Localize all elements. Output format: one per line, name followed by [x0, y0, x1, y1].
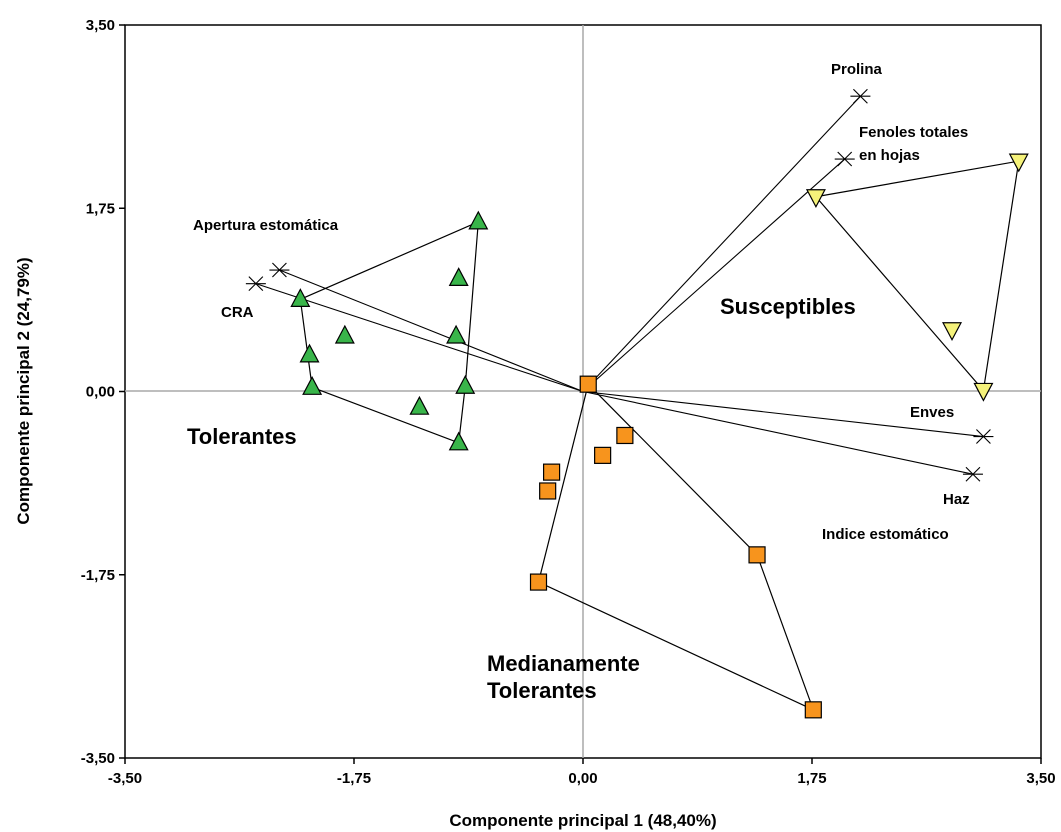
vector-endpoint-marker: [248, 276, 264, 292]
observation-points: [290, 153, 1029, 719]
vector-line: [582, 158, 846, 392]
hull-tolerantes: [299, 220, 479, 444]
vector-endpoint-marker: [853, 88, 868, 104]
point-square: [542, 463, 561, 481]
vector-endpoint-marker: [837, 151, 853, 167]
point-triangle-up: [290, 288, 311, 307]
var-label-cra: CRA: [221, 304, 254, 321]
group-label-medianamente-1: Medianamente: [487, 651, 640, 676]
group-label-medianamente-2: Tolerantes: [487, 678, 597, 703]
var-label-fenoles-2: en hojas: [859, 147, 920, 164]
y-tick-label: 0,00: [86, 384, 115, 401]
var-label-fenoles-1: Fenoles totales: [859, 124, 968, 141]
point-triangle-down: [973, 382, 994, 402]
var-label-enves: Enves: [910, 404, 954, 421]
x-tick-label: 1,75: [797, 770, 826, 787]
x-axis-title: Componente principal 1 (48,40%): [449, 811, 716, 830]
var-label-haz: Haz: [943, 491, 970, 508]
group-label-susceptibles: Susceptibles: [720, 294, 856, 319]
point-triangle-up: [448, 267, 469, 287]
y-tick-label: -3,50: [81, 750, 115, 767]
point-square: [748, 546, 766, 564]
point-triangle-up: [409, 395, 430, 415]
point-square: [529, 573, 548, 591]
var-label-indice: Indice estomático: [822, 526, 949, 543]
point-square: [594, 446, 612, 464]
vector-line: [582, 95, 861, 392]
point-triangle-up: [455, 374, 476, 394]
point-square: [579, 375, 597, 393]
point-triangle-up: [299, 343, 320, 363]
point-square: [539, 482, 557, 500]
var-label-apertura: Apertura estomática: [193, 217, 339, 234]
convex-hulls: [299, 160, 1020, 711]
vector-line: [279, 269, 584, 393]
point-square: [616, 426, 634, 445]
point-triangle-up: [334, 324, 355, 344]
point-triangle-down: [942, 322, 963, 342]
vector-endpoint-marker: [976, 429, 991, 444]
var-label-prolina: Prolina: [831, 61, 883, 78]
point-square: [804, 701, 822, 719]
vector-endpoint-marker: [272, 262, 287, 278]
y-tick-label: -1,75: [81, 567, 115, 584]
point-triangle-up: [302, 376, 323, 395]
point-triangle-up: [448, 431, 469, 451]
y-axis-title: Componente principal 2 (24,79%): [14, 257, 33, 524]
hull-susceptibles: [815, 160, 1020, 392]
vector-line: [582, 390, 984, 438]
vector-endpoint-marker: [965, 466, 981, 482]
group-label-tolerantes: Tolerantes: [187, 424, 297, 449]
x-tick-label: 0,00: [568, 770, 597, 787]
y-tick-label: 3,50: [86, 17, 115, 34]
vector-line: [582, 390, 974, 475]
x-tick-label: 3,50: [1026, 770, 1055, 787]
point-triangle-up: [446, 324, 467, 344]
axis-ticks: -3,50 -1,75 0,00 1,75 3,50 -3,50 -1,75 0,00 1,75…: [81, 17, 1056, 787]
variable-vectors: [245, 88, 994, 482]
x-tick-label: -3,50: [108, 770, 142, 787]
point-triangle-down: [1008, 153, 1029, 173]
point-triangle-up: [468, 210, 489, 230]
y-tick-label: 1,75: [86, 200, 115, 217]
point-triangle-down: [805, 189, 826, 209]
vector-line: [255, 283, 584, 393]
x-tick-label: -1,75: [337, 770, 371, 787]
